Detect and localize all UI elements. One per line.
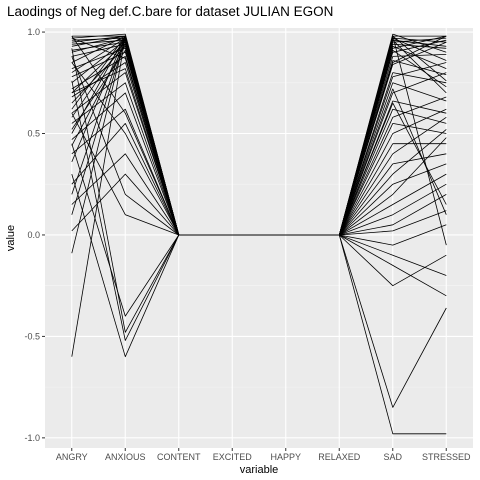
x-tick-label: ANGRY bbox=[56, 452, 88, 462]
y-tick-label: -0.5 bbox=[24, 331, 40, 341]
y-tick-label: 0.5 bbox=[27, 129, 40, 139]
x-tick-label: EXCITED bbox=[213, 452, 253, 462]
series-lines bbox=[71, 33, 447, 435]
x-tick-label: ANXIOUS bbox=[105, 452, 146, 462]
x-tick-label: STRESSED bbox=[422, 452, 471, 462]
x-tick-label: CONTENT bbox=[157, 452, 201, 462]
y-tick-label: 1.0 bbox=[27, 27, 40, 37]
chart-title: Laodings of Neg def.C.bare for dataset J… bbox=[7, 4, 333, 19]
plot-panel bbox=[45, 28, 473, 448]
y-axis-ticks: -1.0 -0.5 0.0 0.5 1.0 bbox=[24, 27, 45, 443]
x-tick-label: HAPPY bbox=[270, 452, 301, 462]
x-axis-label: variable bbox=[240, 464, 279, 476]
y-tick-label: 0.0 bbox=[27, 230, 40, 240]
x-axis-ticks: ANGRY ANXIOUS CONTENT EXCITED HAPPY RELAXED SA… bbox=[56, 448, 471, 462]
series-line-45 bbox=[71, 35, 447, 236]
x-tick-label: SAD bbox=[383, 452, 402, 462]
y-tick-label: -1.0 bbox=[24, 433, 40, 443]
x-tick-label: RELAXED bbox=[318, 452, 361, 462]
y-axis-label: value bbox=[5, 225, 17, 251]
